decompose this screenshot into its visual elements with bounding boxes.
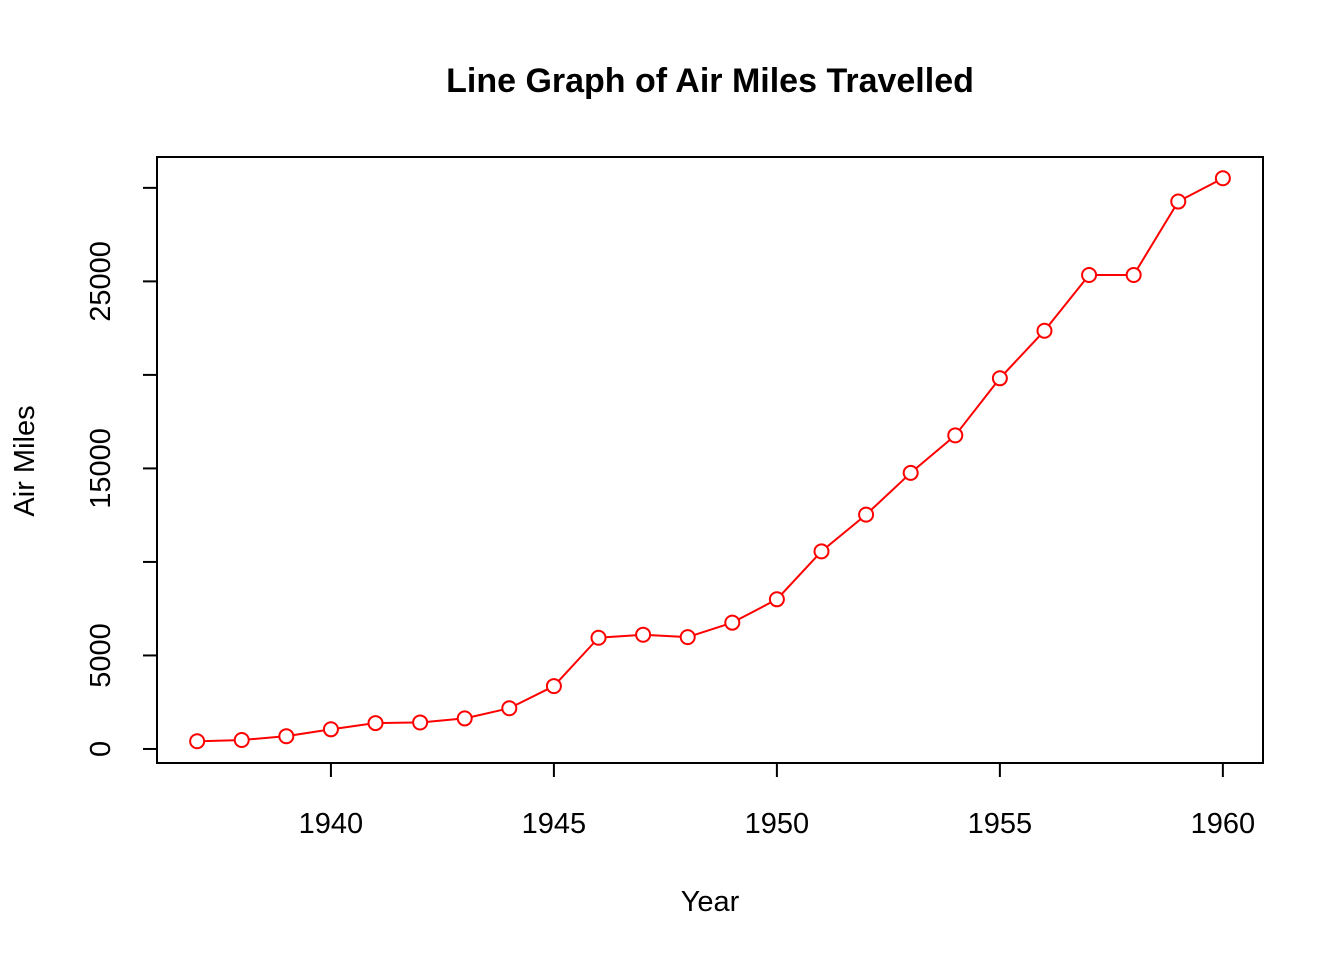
y-tick-label: 5000 — [85, 623, 117, 688]
series-line-segment — [915, 439, 951, 470]
data-point — [322, 721, 339, 738]
series-line-segment — [427, 718, 458, 723]
data-point — [858, 506, 875, 523]
series-line-segment — [1048, 279, 1086, 326]
x-tick-label: 1945 — [522, 808, 587, 840]
series-line-segment — [826, 518, 862, 548]
series-line-segment — [694, 623, 726, 636]
series-line-segment — [1136, 206, 1176, 270]
chart-title: Line Graph of Air Miles Travelled — [446, 62, 974, 100]
plot-frame — [156, 156, 1264, 764]
series-line-segment — [1184, 180, 1218, 200]
x-tick-label: 1940 — [299, 808, 364, 840]
series-line-segment — [958, 383, 997, 431]
data-point — [768, 591, 785, 608]
data-point — [412, 714, 429, 731]
series-line-segment — [605, 634, 637, 639]
data-point — [545, 678, 562, 695]
series-layer — [189, 170, 1231, 750]
data-point — [813, 543, 830, 560]
data-point — [233, 731, 250, 748]
y-tick-label: 25000 — [85, 241, 117, 322]
data-point — [1036, 322, 1053, 339]
data-point — [501, 700, 518, 717]
x-tick-label: 1955 — [968, 808, 1033, 840]
x-axis-label: Year — [681, 886, 740, 918]
series-line-segment — [738, 601, 772, 621]
data-point — [1081, 267, 1098, 284]
series-line-segment — [204, 739, 235, 743]
x-tick-label: 1950 — [745, 808, 810, 840]
y-tick-label: 0 — [85, 741, 117, 757]
data-point — [1170, 193, 1187, 210]
data-point — [635, 626, 652, 643]
series-line-segment — [471, 708, 503, 718]
y-axis-label: Air Miles — [9, 405, 41, 516]
series-line-segment — [293, 729, 325, 737]
series-line-segment — [650, 634, 681, 638]
y-axis: 0 5000 15000 25000 — [85, 186, 157, 757]
data-point — [1214, 170, 1231, 187]
data-point — [947, 427, 964, 444]
data-point — [456, 710, 473, 727]
data-point — [902, 464, 919, 481]
data-point — [189, 733, 206, 750]
series-line-segment — [1003, 335, 1041, 374]
x-axis: 1940 1945 1950 1955 1960 — [299, 763, 1255, 840]
series-line-segment — [557, 642, 595, 682]
data-point — [1125, 266, 1142, 283]
series-line-segment — [515, 688, 549, 707]
data-point — [991, 370, 1008, 387]
series-line-segment — [780, 555, 818, 595]
data-point — [679, 629, 696, 646]
y-tick-label: 15000 — [85, 428, 117, 509]
series-line-segment — [870, 476, 907, 511]
x-tick-label: 1960 — [1191, 808, 1256, 840]
series-line-segment — [248, 735, 280, 741]
data-point — [278, 728, 295, 745]
data-point — [724, 614, 741, 631]
data-point — [367, 715, 384, 732]
series-line-segment — [337, 723, 369, 730]
data-point — [590, 629, 607, 646]
